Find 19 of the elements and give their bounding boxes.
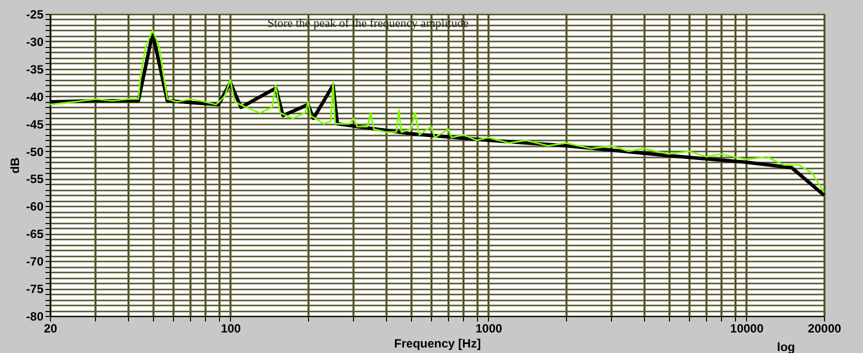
y-axis-title: dB bbox=[8, 157, 22, 174]
y-tick-label: -65 bbox=[26, 227, 44, 242]
y-tick-label: -50 bbox=[26, 144, 44, 159]
y-tick-label: -75 bbox=[26, 282, 44, 296]
y-tick-label: -40 bbox=[26, 90, 44, 104]
y-tick-label: -30 bbox=[26, 34, 44, 49]
y-tick-label: -80 bbox=[26, 310, 44, 324]
y-tick-label: -70 bbox=[26, 254, 44, 269]
y-tick-label: -55 bbox=[26, 172, 44, 186]
x-tick-label: 20000 bbox=[808, 322, 842, 336]
x-tick-label: 1000 bbox=[475, 322, 503, 336]
y-tick-label: -60 bbox=[26, 200, 44, 214]
x-tick-label: 100 bbox=[220, 322, 242, 336]
y-tick-label: -45 bbox=[26, 117, 44, 132]
x-tick-label: 20 bbox=[44, 322, 58, 336]
y-tick-label: -25 bbox=[26, 8, 44, 22]
x-tick-label: 10000 bbox=[730, 322, 764, 336]
y-tick-label: -35 bbox=[26, 62, 44, 76]
x-axis-title: Frequency [Hz] bbox=[394, 336, 481, 350]
